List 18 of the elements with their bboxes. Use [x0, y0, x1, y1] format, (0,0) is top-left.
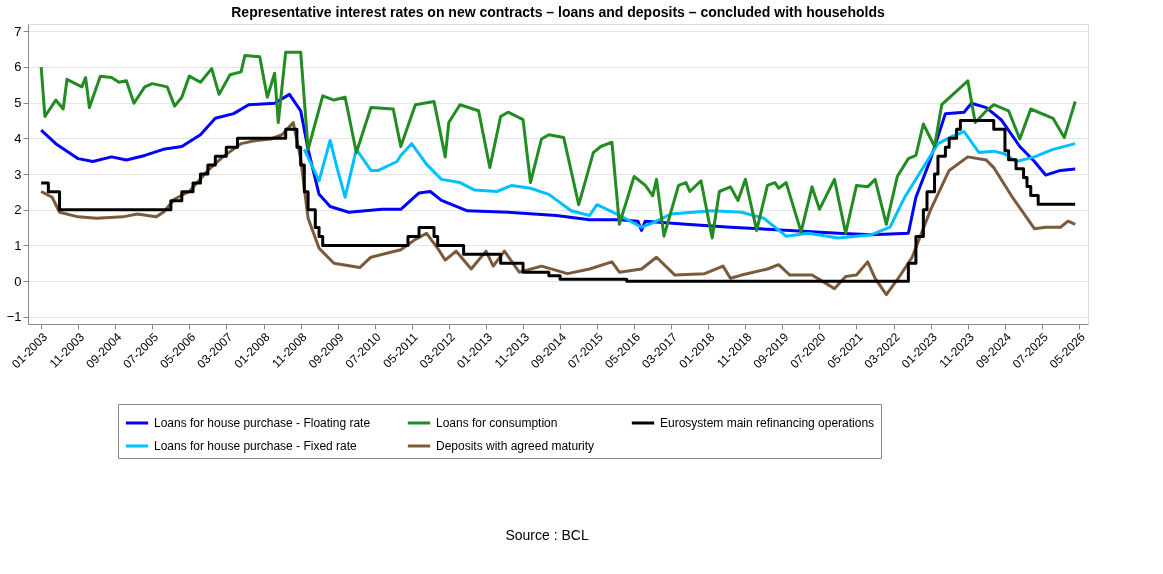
y-tick-label: 6 — [14, 59, 22, 75]
line-series — [302, 130, 1077, 240]
y-tick-label: 7 — [14, 23, 22, 39]
line-series — [39, 50, 1077, 240]
chart-title: Representative interest rates on new contracts – loans and deposits – concluded with households — [231, 4, 885, 20]
legend-label: Loans for consumption — [436, 416, 558, 430]
source-note: Source : BCL — [505, 526, 589, 543]
y-tick-label: 5 — [14, 95, 22, 111]
y-tick-label: 0 — [14, 273, 22, 289]
y-tick-label: 3 — [14, 166, 22, 182]
y-tick-label: 4 — [14, 130, 22, 146]
legend-label: Deposits with agreed maturity — [436, 439, 595, 453]
legend-label: Loans for house purchase - Fixed rate — [154, 439, 358, 453]
y-tick-label: 1 — [14, 237, 22, 253]
y-tick-label: 2 — [14, 202, 22, 218]
y-tick-label: −1 — [6, 309, 22, 325]
legend-label: Loans for house purchase - Floating rate — [154, 416, 371, 430]
legend-label: Eurosystem main refinancing operations — [660, 416, 875, 430]
